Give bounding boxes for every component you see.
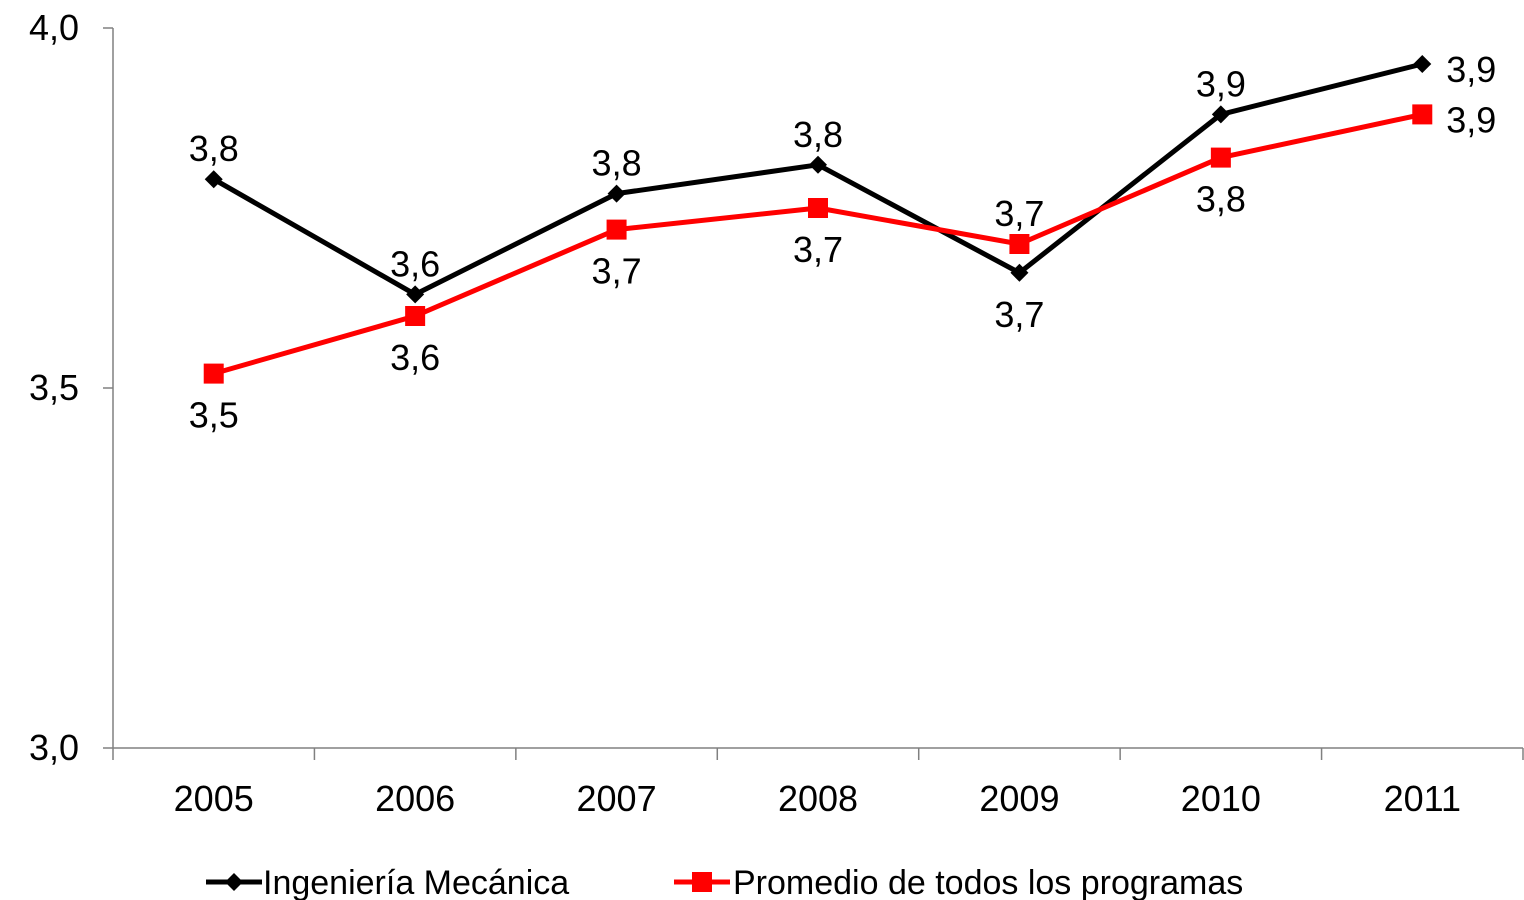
x-tick-label: 2007 [577, 778, 657, 819]
data-point-series-1 [1010, 263, 1029, 282]
legend: Ingeniería Mecánica Promedio de todos los… [206, 864, 1243, 900]
data-point-series-1 [1413, 55, 1432, 73]
legend-item-1: Ingeniería Mecánica [206, 864, 569, 900]
data-point-series-1 [607, 184, 626, 203]
x-tick-label: 2009 [979, 778, 1059, 819]
data-label: 3,8 [189, 128, 239, 169]
data-label: 3,9 [1446, 99, 1496, 140]
legend-label: Promedio de todos los programas [733, 864, 1243, 900]
data-label: 3,7 [994, 193, 1044, 234]
y-tick-label: 4,0 [29, 7, 79, 48]
data-point-series-2 [1009, 234, 1030, 254]
data-label: 3,6 [390, 337, 440, 378]
data-label: 3,8 [592, 143, 642, 184]
data-point-series-2 [606, 219, 627, 240]
data-point-series-1 [406, 285, 425, 304]
axes: 3,0 3,5 4,0 2005 2006 2007 2008 2009 2010 2011 [29, 7, 1524, 819]
data-point-series-2 [1210, 147, 1231, 168]
data-point-series-2 [405, 306, 426, 326]
y-tick-label: 3,5 [29, 367, 79, 408]
data-label: 3,7 [793, 229, 843, 270]
data-label: 3,7 [994, 294, 1044, 335]
data-point-series-1 [809, 155, 827, 174]
data-point-series-1 [1211, 105, 1230, 124]
data-label: 3,8 [793, 114, 843, 155]
data-point-series-2 [808, 198, 828, 218]
data-label: 3,9 [1196, 63, 1246, 104]
data-point-series-2 [1412, 104, 1433, 125]
legend-marker [692, 872, 712, 892]
series-1: 3,8 3,6 3,8 3,8 3,7 3,9 3,9 [189, 49, 1497, 335]
series-2: 3,5 3,6 3,7 3,7 3,7 3,8 3,9 [189, 99, 1497, 435]
legend-label: Ingeniería Mecánica [263, 864, 569, 900]
data-label: 3,9 [1446, 49, 1496, 90]
data-label: 3,6 [390, 243, 440, 284]
x-tick-label: 2010 [1181, 778, 1261, 819]
data-point-series-1 [204, 170, 223, 189]
data-label: 3,8 [1196, 179, 1246, 220]
legend-item-2: Promedio de todos los programas [674, 864, 1243, 900]
data-point-series-2 [203, 363, 224, 384]
series-layer: 3,83,63,83,83,73,9 3,93,53,63,73,73,7 3,83… [189, 49, 1497, 436]
x-tick-label: 2011 [1384, 778, 1461, 819]
x-tick-label: 2006 [375, 778, 455, 819]
y-tick-label: 3,0 [29, 727, 79, 768]
x-tick-label: 2008 [778, 778, 858, 819]
data-label: 3,5 [189, 395, 239, 436]
data-label: 3,7 [592, 251, 642, 292]
legend-marker [225, 873, 243, 891]
x-tick-label: 2005 [174, 778, 254, 819]
